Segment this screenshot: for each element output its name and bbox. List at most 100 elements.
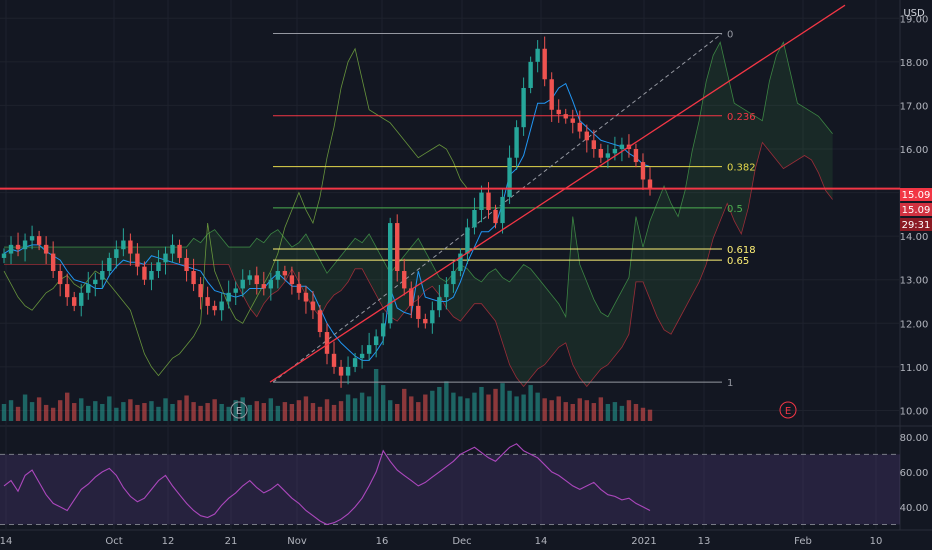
candle-body	[359, 353, 365, 359]
volume-bar	[528, 385, 533, 421]
candle-body	[444, 284, 449, 298]
volume-bar	[289, 403, 295, 421]
volume-bar	[514, 396, 519, 421]
bar-price-value: 15.09	[902, 205, 931, 216]
volume-bar	[535, 392, 540, 421]
price-pane[interactable]	[0, 0, 900, 425]
candle-body	[121, 240, 126, 250]
volume-bar	[465, 398, 470, 421]
rsi-line	[3, 443, 651, 526]
rsi-tick-label: 60.00	[900, 468, 929, 479]
volume-bar	[479, 386, 484, 421]
rsi-indicator	[0, 443, 900, 526]
candle-body	[493, 210, 498, 224]
volume-bar	[184, 395, 189, 421]
volume-bar	[387, 400, 393, 421]
volume-bar	[128, 399, 133, 421]
candle-body	[472, 210, 477, 228]
volume-bar	[226, 406, 231, 421]
volume-bar	[591, 403, 597, 421]
candle-body	[135, 253, 140, 267]
volume-bar	[647, 409, 653, 421]
ascending-trendline	[269, 4, 846, 383]
candle-body	[107, 257, 112, 272]
earnings-marker[interactable]	[779, 401, 797, 419]
volume-bar	[570, 403, 575, 421]
candle-body	[1, 253, 7, 258]
price-tick-label: 17.00	[900, 101, 929, 112]
candle-body	[640, 162, 646, 180]
candle-body	[577, 122, 582, 132]
volume-bar	[458, 396, 463, 421]
candle-body	[605, 153, 611, 158]
volume-bar	[64, 392, 70, 421]
volume-bar	[79, 398, 84, 421]
volume-bar	[584, 400, 590, 421]
volume-bar	[409, 396, 414, 421]
rsi-pane[interactable]	[0, 427, 900, 530]
candle-body	[535, 48, 540, 62]
countdown-badge	[900, 218, 932, 231]
candle-body	[352, 358, 358, 367]
candle-body	[128, 240, 133, 254]
fib-level-label: 1	[727, 378, 733, 389]
candlesticks	[1, 36, 653, 388]
time-tick-label: 21	[225, 536, 238, 547]
volume-bar	[177, 400, 182, 421]
candle-body	[247, 275, 252, 280]
earnings-marker[interactable]	[230, 401, 248, 419]
volume-bar	[549, 400, 554, 421]
volume-bar	[507, 390, 512, 421]
volume-bar	[233, 400, 238, 421]
volume-bar	[114, 407, 119, 421]
volume-bar	[296, 400, 302, 421]
time-tick-label: 12	[162, 536, 175, 547]
candle-body	[584, 131, 590, 141]
volume-bar	[500, 383, 505, 421]
volume-bar	[275, 405, 281, 421]
candle-body	[549, 79, 554, 110]
volume-bar	[50, 407, 56, 421]
volume-bar	[598, 397, 604, 421]
volume-bar	[563, 402, 568, 421]
candle-body	[219, 301, 224, 311]
candle-body	[331, 353, 337, 367]
cloud-fill	[4, 42, 833, 387]
candle-body	[345, 366, 351, 376]
volume-bar	[107, 396, 112, 421]
volume-bar	[219, 403, 224, 421]
trend-lines[interactable]	[0, 4, 900, 383]
candle-body	[380, 323, 386, 337]
volume-bar	[577, 398, 582, 421]
volume-bar	[36, 397, 42, 421]
volume-bar	[352, 398, 358, 421]
senkou-span-a	[4, 41, 833, 319]
volume-bar	[247, 404, 252, 421]
candle-body	[8, 244, 14, 254]
volume-bar	[8, 400, 14, 421]
volume-bar	[395, 403, 400, 421]
volume-bar	[416, 402, 421, 421]
candle-body	[191, 271, 196, 285]
volume-bar	[93, 401, 98, 421]
volume-bar	[135, 404, 140, 421]
time-tick-label: 16	[376, 536, 389, 547]
price-tick-label: 10.00	[900, 406, 929, 417]
volume-bar	[486, 394, 491, 421]
candle-body	[156, 262, 161, 272]
currency-label: USD	[903, 8, 925, 19]
candle-body	[22, 240, 28, 250]
candle-body	[479, 192, 484, 210]
volume-bar	[633, 403, 639, 421]
candle-body	[72, 297, 77, 306]
time-tick-label: 14	[535, 536, 548, 547]
time-tick-label: 14	[0, 536, 12, 547]
candle-body	[373, 336, 379, 346]
fib-trend-line	[272, 33, 723, 383]
candle-body	[275, 271, 281, 280]
volume-bar	[521, 394, 526, 421]
price-tick-label: 12.00	[900, 319, 929, 330]
candle-body	[86, 284, 91, 293]
candle-body	[619, 144, 625, 149]
